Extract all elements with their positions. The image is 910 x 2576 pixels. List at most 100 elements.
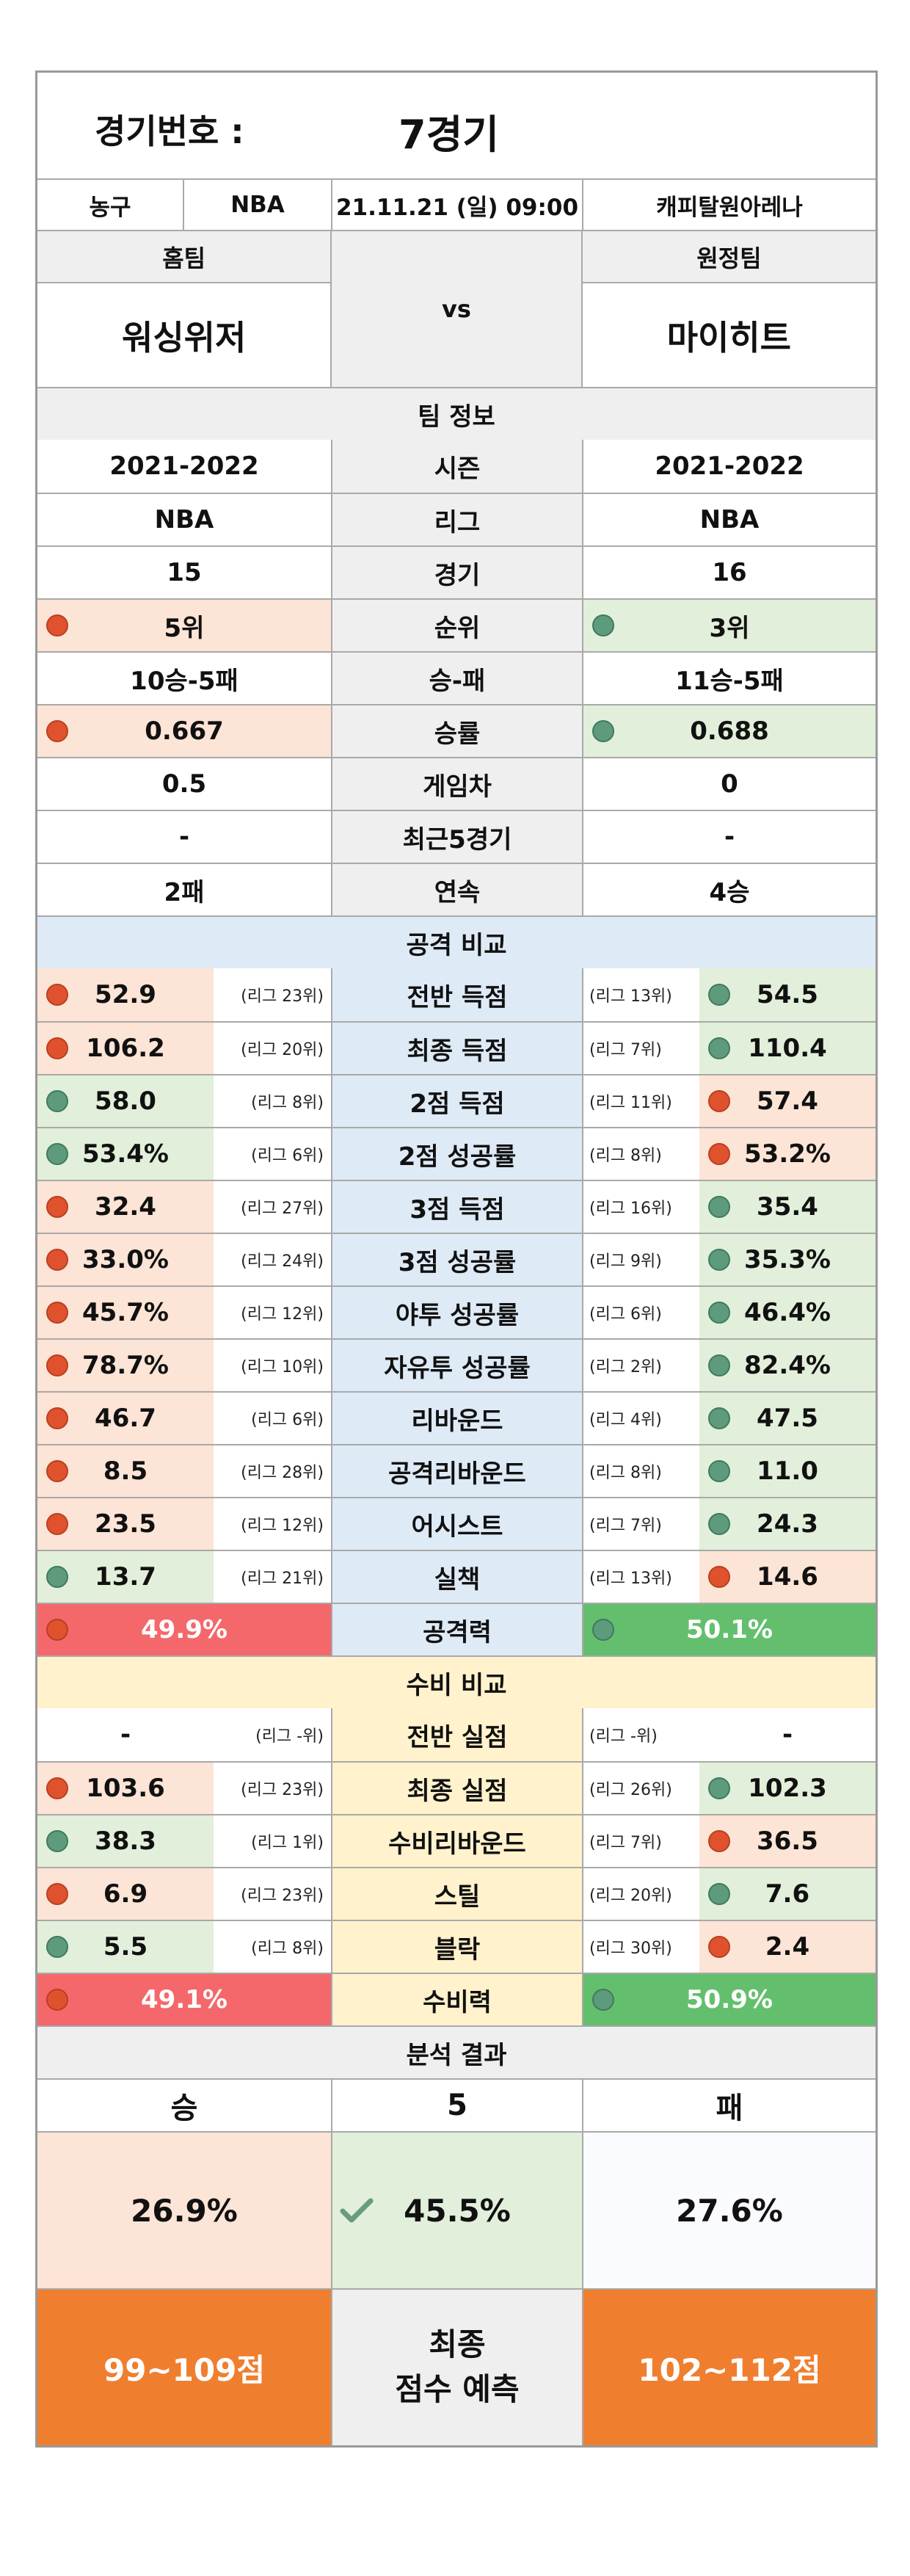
red-indicator-icon — [46, 1407, 68, 1429]
away-stat-value: 7.6 — [699, 1868, 876, 1920]
home-league-rank: (리그 6위) — [214, 1393, 331, 1444]
team-info-label: 경기 — [331, 547, 582, 598]
stat-label: 전반 실점 — [331, 1708, 582, 1761]
red-indicator-icon — [46, 1249, 68, 1271]
stat-label: 수비리바운드 — [331, 1815, 582, 1867]
away-stat-text: 7.6 — [765, 1879, 810, 1909]
stat-row: 53.4% (리그 6위) 2점 성공률 (리그 8위) 53.2% — [37, 1127, 876, 1180]
home-team-info-value: 0.667 — [37, 705, 331, 757]
home-stat-text: 33.0% — [82, 1245, 169, 1274]
away-league-rank: (리그 20위) — [582, 1868, 699, 1920]
red-indicator-icon — [46, 614, 68, 636]
home-stat-text: 23.5 — [95, 1509, 156, 1539]
away-team-info-value: 4승 — [582, 864, 876, 915]
team-info-label: 리그 — [331, 494, 582, 545]
defense-power-row: 49.1% 수비력 50.9% — [37, 1973, 876, 2025]
sport: 농구 — [89, 194, 131, 221]
away-value-text: 16 — [712, 558, 747, 587]
away-team-name: 마이히트 — [582, 282, 876, 387]
analysis-title: 분석 결과 — [37, 2027, 876, 2078]
team-info-header: 팀 정보 — [37, 387, 876, 440]
defense-table: - (리그 -위) 전반 실점 (리그 -위) -103.6 (리그 23위) 최종 실점(… — [37, 1708, 876, 1973]
away-team-info-value: 3위 — [582, 600, 876, 651]
away-stat-value: 35.3% — [699, 1234, 876, 1285]
home-value-text: 15 — [167, 558, 202, 587]
home-stat-text: 6.9 — [103, 1879, 148, 1909]
home-stat-text: 53.4% — [82, 1139, 169, 1169]
home-stat-text: 45.7% — [82, 1298, 169, 1327]
home-team-name: 워싱위저 — [37, 282, 331, 387]
away-stat-value: 102.3 — [699, 1763, 876, 1814]
home-league-rank: (리그 -위) — [214, 1708, 331, 1761]
checkmark-icon — [340, 2198, 374, 2223]
win-percentage: 26.9% — [37, 2133, 331, 2288]
home-stat-value: 103.6 — [37, 1763, 214, 1814]
home-value-text: 10승-5패 — [130, 666, 239, 696]
defense-power-label: 수비력 — [331, 1974, 582, 2025]
match-datetime: 21.11.21 (일) 09:00 — [331, 180, 582, 230]
home-stat-text: 58.0 — [95, 1086, 156, 1116]
away-stat-value: 24.3 — [699, 1498, 876, 1550]
home-stat-value: 52.9 — [37, 968, 214, 1021]
score-prediction-row: 99~109점 최종 점수 예측 102~112점 — [37, 2288, 876, 2445]
away-stat-text: 102.3 — [748, 1774, 827, 1803]
team-info-label: 연속 — [331, 864, 582, 915]
home-stat-value: 33.0% — [37, 1234, 214, 1285]
away-value-text: 0.688 — [690, 716, 769, 746]
away-offense-power-value: 50.1% — [686, 1615, 773, 1644]
away-league-rank: (리그 8위) — [582, 1445, 699, 1497]
home-stat-text: 46.7 — [95, 1404, 156, 1433]
away-stat-value: 54.5 — [699, 968, 876, 1021]
home-league-rank: (리그 21위) — [214, 1551, 331, 1603]
away-stat-value: 14.6 — [699, 1551, 876, 1603]
away-league-rank: (리그 -위) — [582, 1708, 699, 1761]
match-number-value: 7경기 — [398, 112, 499, 158]
away-stat-text: 36.5 — [757, 1826, 818, 1856]
home-stat-text: 5.5 — [103, 1932, 148, 1962]
team-info-table: 2021-2022 시즌 2021-2022 NBA 리그 NBA 15 경기 16 5위 순위 3위… — [37, 440, 876, 915]
home-league-rank: (리그 1위) — [214, 1815, 331, 1867]
home-stat-text: 103.6 — [86, 1774, 165, 1803]
away-stat-text: 35.3% — [744, 1245, 831, 1274]
away-stat-text: 14.6 — [757, 1562, 818, 1592]
home-league-rank: (리그 10위) — [214, 1340, 331, 1391]
green-indicator-icon — [46, 1830, 68, 1852]
green-indicator-icon — [708, 1196, 730, 1218]
away-stat-value: 35.4 — [699, 1181, 876, 1233]
away-team-info-value: 0 — [582, 758, 876, 810]
home-stat-value: 58.0 — [37, 1075, 214, 1127]
away-value-text: 4승 — [709, 877, 750, 907]
away-stat-value: 47.5 — [699, 1393, 876, 1444]
stat-label: 2점 득점 — [331, 1075, 582, 1127]
green-indicator-icon — [46, 1143, 68, 1165]
team-info-label: 최근5경기 — [331, 811, 582, 863]
stat-row: 13.7 (리그 21위) 실책 (리그 13위) 14.6 — [37, 1550, 876, 1603]
away-team-info-value: NBA — [582, 494, 876, 545]
stat-row: 103.6 (리그 23위) 최종 실점 (리그 26위) 102.3 — [37, 1761, 876, 1814]
home-value-text: 5위 — [164, 613, 205, 643]
away-league-rank: (리그 7위) — [582, 1498, 699, 1550]
home-stat-text: 52.9 — [95, 980, 156, 1009]
home-league-rank: (리그 24위) — [214, 1234, 331, 1285]
green-indicator-icon — [46, 1566, 68, 1588]
away-league-rank: (리그 6위) — [582, 1287, 699, 1338]
home-stat-text: 32.4 — [95, 1192, 156, 1222]
stat-label: 어시스트 — [331, 1498, 582, 1550]
home-defense-power: 49.1% — [37, 1974, 331, 2025]
away-league-rank: (리그 4위) — [582, 1393, 699, 1444]
red-indicator-icon — [46, 1037, 68, 1059]
home-team-info-value: 5위 — [37, 600, 331, 651]
team-info-label: 승-패 — [331, 653, 582, 704]
away-value-text: 2021-2022 — [655, 451, 804, 481]
team-info-row: 5위 순위 3위 — [37, 598, 876, 651]
stat-row: 78.7% (리그 10위) 자유투 성공률 (리그 2위) 82.4% — [37, 1338, 876, 1391]
stat-row: 45.7% (리그 12위) 야투 성공률 (리그 6위) 46.4% — [37, 1285, 876, 1338]
team-info-row: 15 경기 16 — [37, 545, 876, 598]
home-stat-text: - — [120, 1720, 131, 1749]
home-league-rank: (리그 28위) — [214, 1445, 331, 1497]
away-stat-text: 11.0 — [757, 1456, 818, 1486]
team-info-title: 팀 정보 — [37, 388, 876, 440]
away-value-text: - — [724, 822, 735, 852]
stat-row: 6.9 (리그 23위) 스틸 (리그 20위) 7.6 — [37, 1867, 876, 1920]
team-info-row: 2패 연속 4승 — [37, 863, 876, 915]
